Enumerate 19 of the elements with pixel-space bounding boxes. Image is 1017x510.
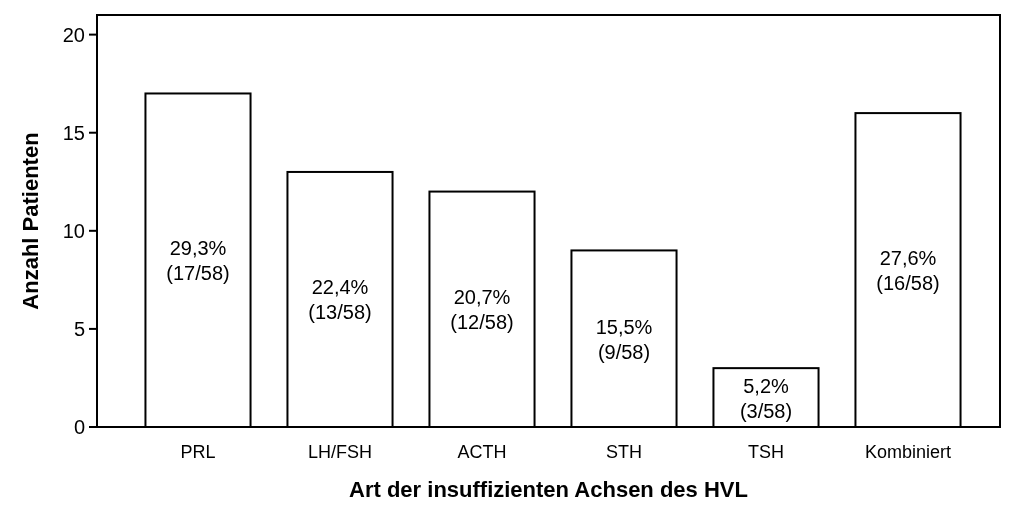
- y-tick-label: 10: [62, 219, 85, 242]
- data-label: 20,7% (12/58): [450, 286, 514, 334]
- data-label: 15,5% (9/58): [595, 315, 653, 363]
- y-tick-label: 0: [73, 416, 85, 438]
- y-tick-label: 20: [62, 23, 85, 46]
- y-tick-label: 15: [62, 121, 85, 144]
- x-tick-label: TSH: [748, 442, 784, 462]
- data-label: 29,3% (17/58): [166, 237, 230, 285]
- data-label: 5,2% (3/58): [739, 374, 793, 422]
- x-tick-label: ACTH: [457, 442, 507, 462]
- x-tick-label: LH/FSH: [307, 442, 373, 462]
- x-tick-label: STH: [606, 442, 642, 462]
- x-tick-label: PRL: [180, 442, 216, 462]
- data-label: 27,6% (16/58): [876, 247, 940, 295]
- y-tick-label: 5: [73, 317, 85, 340]
- x-tick-label: Kombiniert: [864, 442, 952, 462]
- x-axis-title: Art der insuffizienten Achsen des HVL: [349, 477, 748, 502]
- y-axis-title: Anzahl Patienten: [18, 132, 43, 310]
- data-label: 22,4% (13/58): [308, 276, 372, 324]
